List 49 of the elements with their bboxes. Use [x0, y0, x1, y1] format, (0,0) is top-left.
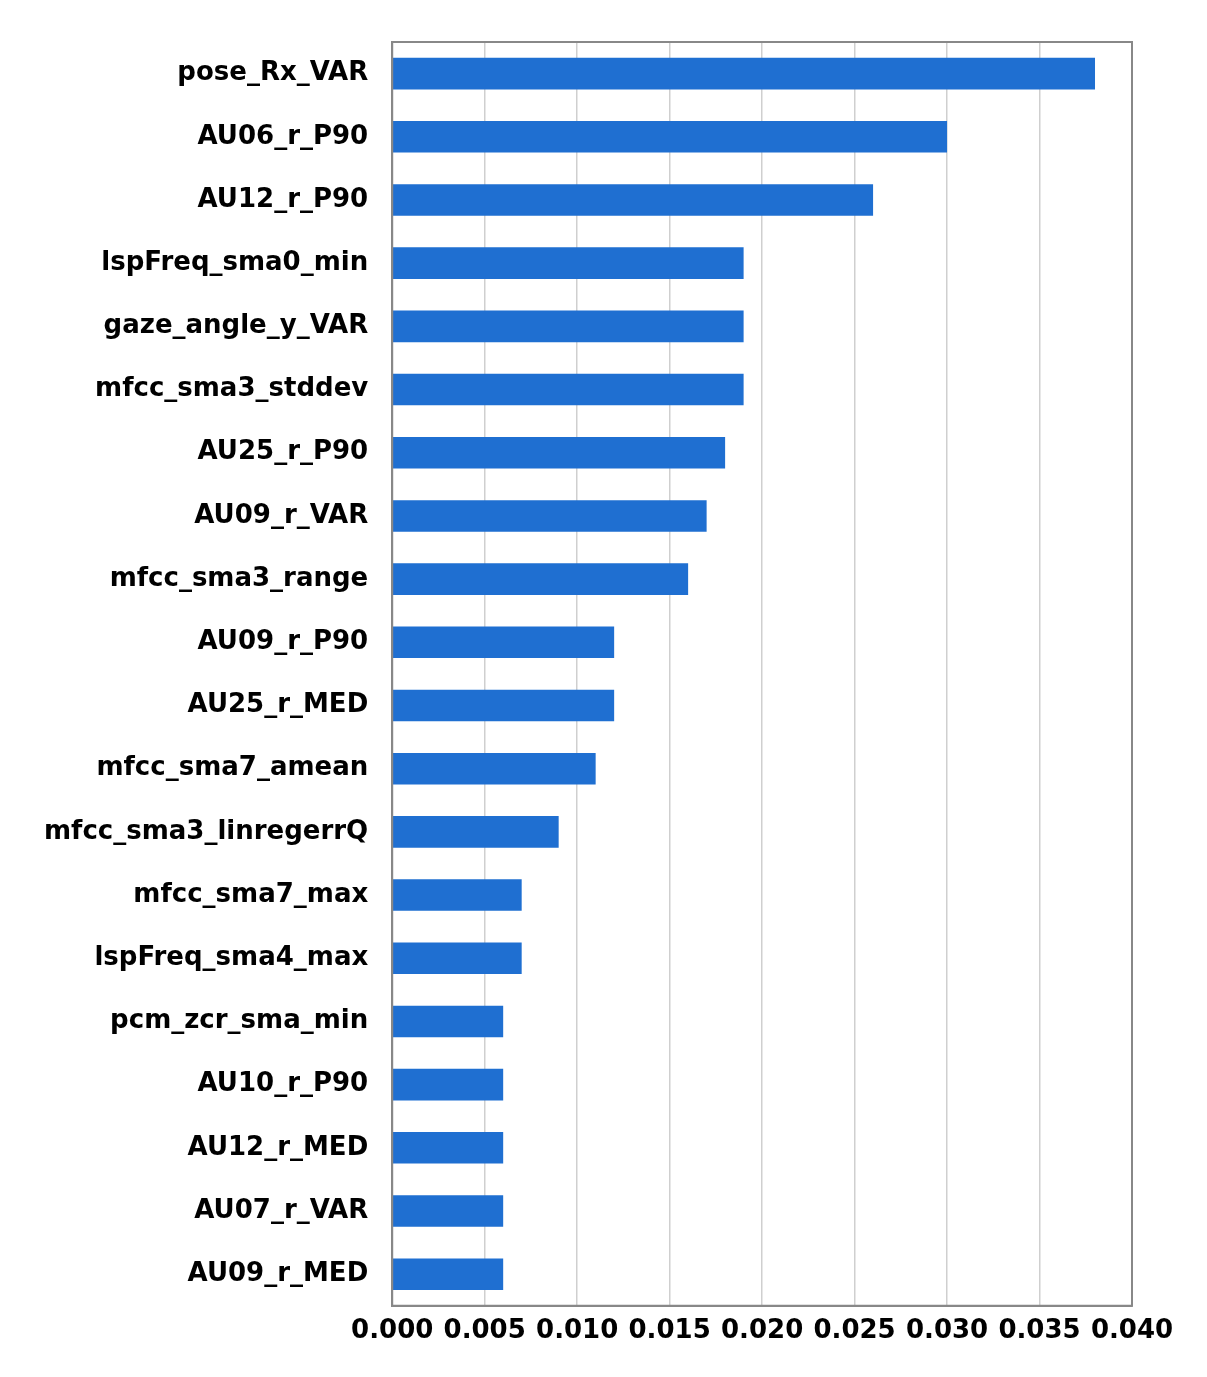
- x-tick-label: 0.000: [351, 1314, 434, 1345]
- bar: [392, 879, 522, 911]
- bar: [392, 752, 596, 785]
- x-tick-label: 0.020: [720, 1314, 804, 1345]
- y-tick-label: mfcc_sma7_amean: [96, 751, 369, 782]
- bar: [392, 626, 615, 659]
- y-tick-label: AU06_r_P90: [197, 119, 369, 150]
- y-tick-label: AU12_r_P90: [197, 182, 369, 213]
- bar: [392, 1005, 504, 1038]
- bar: [392, 184, 874, 216]
- y-tick-label: AU25_r_P90: [197, 435, 369, 466]
- bar: [392, 310, 744, 343]
- bar: [392, 1195, 504, 1227]
- x-tick-label: 0.005: [443, 1314, 526, 1345]
- bar: [392, 1068, 504, 1101]
- bar: [392, 1258, 504, 1290]
- x-tick-label: 0.010: [536, 1314, 619, 1345]
- y-tick-label: mfcc_sma3_linregerrQ: [43, 814, 369, 845]
- x-tick-label: 0.040: [1090, 1314, 1174, 1345]
- y-tick-label: lspFreq_sma4_max: [94, 941, 369, 972]
- y-tick-label: gaze_angle_y_VAR: [103, 309, 369, 340]
- bar: [392, 57, 1096, 90]
- bar: [392, 1132, 504, 1164]
- bar: [392, 689, 615, 722]
- y-tick-label: pose_Rx_VAR: [177, 56, 369, 87]
- y-tick-label: AU09_r_P90: [197, 625, 369, 656]
- y-tick-label: mfcc_sma3_stddev: [95, 372, 369, 403]
- y-tick-label: AU10_r_P90: [197, 1067, 369, 1098]
- x-tick-label: 0.025: [813, 1314, 896, 1345]
- bar: [392, 247, 744, 279]
- bar: [392, 563, 689, 595]
- bar: [392, 436, 726, 469]
- y-tick-label: mfcc_sma7_max: [133, 877, 369, 908]
- y-tick-label: mfcc_sma3_range: [109, 561, 369, 592]
- x-tick-label: 0.030: [905, 1314, 989, 1345]
- x-tick-label: 0.015: [628, 1314, 711, 1345]
- y-tick-label: AU07_r_VAR: [194, 1193, 369, 1224]
- y-tick-label: lspFreq_sma0_min: [101, 245, 369, 276]
- y-tick-label: AU12_r_MED: [187, 1130, 369, 1161]
- y-tick-label: AU25_r_MED: [187, 688, 369, 719]
- y-tick-label: pcm_zcr_sma_min: [110, 1004, 369, 1035]
- x-tick-label: 0.035: [998, 1314, 1081, 1345]
- bar: [392, 373, 744, 406]
- bar: [392, 942, 522, 975]
- bar: [392, 120, 948, 153]
- y-tick-label: AU09_r_VAR: [194, 498, 369, 529]
- bar: [392, 500, 707, 532]
- bar: [392, 816, 559, 848]
- y-tick-label: AU09_r_MED: [187, 1256, 369, 1287]
